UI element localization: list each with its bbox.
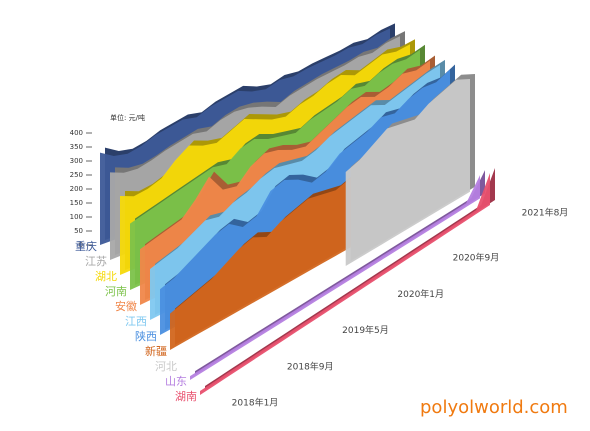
y-tick-label: 50 <box>74 227 83 235</box>
area <box>345 79 470 267</box>
y-tick-label: 350 <box>70 143 83 151</box>
y-tick-label: 300 <box>70 157 83 165</box>
watermark: polyolworld.com <box>420 397 568 418</box>
y-tick-label: 250 <box>70 171 83 179</box>
x-tick-label: 2018年1月 <box>232 397 279 409</box>
y-axis-label: 单位: 元/吨 <box>110 113 145 122</box>
series-label: 湖南 <box>175 390 197 403</box>
y-tick-label: 0 <box>79 241 83 249</box>
x-tick-label: 2020年1月 <box>397 288 444 300</box>
area-side <box>205 168 495 390</box>
series-label: 河北 <box>155 360 177 373</box>
series-label: 湖北 <box>95 270 117 283</box>
y-tick-label: 400 <box>70 129 83 137</box>
x-tick-label: 2020年9月 <box>453 252 500 264</box>
series-label: 江西 <box>125 315 147 328</box>
area-side <box>195 170 485 375</box>
series-label: 山东 <box>165 375 187 388</box>
x-tick-label: 2021年8月 <box>522 207 569 219</box>
x-tick-label: 2018年9月 <box>287 360 334 372</box>
y-tick-label: 200 <box>70 185 83 193</box>
series-label: 江苏 <box>85 255 107 268</box>
series-label: 重庆 <box>75 239 97 253</box>
series-label: 河南 <box>105 285 127 298</box>
y-tick-label: 100 <box>70 213 83 221</box>
area <box>190 175 480 380</box>
series-label: 新疆 <box>145 344 167 358</box>
area <box>200 173 490 395</box>
series-label: 陕西 <box>135 329 157 343</box>
series-label: 安徽 <box>115 299 137 313</box>
y-tick-label: 150 <box>70 199 83 207</box>
x-tick-label: 2019年5月 <box>342 324 389 336</box>
